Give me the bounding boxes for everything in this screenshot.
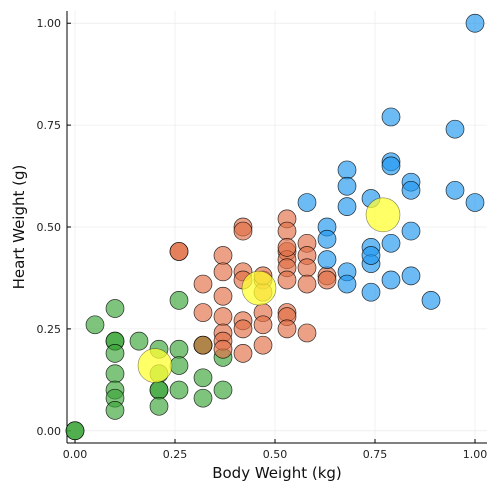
data-point-series-3: [362, 247, 380, 265]
data-point-series-2: [298, 324, 316, 342]
data-point-series-1: [150, 381, 168, 399]
data-point-series-2: [254, 316, 272, 334]
data-point-series-1: [106, 365, 124, 383]
data-point-series-1: [130, 332, 148, 350]
x-tick-label: 1.00: [463, 448, 488, 461]
data-point-series-2: [194, 336, 212, 354]
data-point-series-1: [170, 340, 188, 358]
y-tick-label: 0.50: [37, 221, 62, 234]
y-axis-label: Heart Weight (g): [10, 165, 28, 290]
data-point-series-3: [338, 275, 356, 293]
data-point-series-3: [446, 181, 464, 199]
y-tick-label: 0.00: [37, 425, 62, 438]
data-point-series-3: [382, 271, 400, 289]
data-point-series-2: [194, 304, 212, 322]
data-point-series-2: [234, 222, 252, 240]
x-axis-label: Body Weight (kg): [212, 464, 342, 482]
grid-lines: [67, 11, 487, 443]
data-point-series-1: [170, 381, 188, 399]
data-point-series-2: [214, 263, 232, 281]
data-point-series-2: [318, 271, 336, 289]
data-point-series-2: [194, 275, 212, 293]
data-point-series-2: [214, 308, 232, 326]
data-point-series-3: [382, 108, 400, 126]
y-tick-label: 0.75: [37, 119, 62, 132]
x-tick-label: 0.75: [363, 448, 388, 461]
data-point-series-2: [214, 287, 232, 305]
data-point-series-1: [194, 389, 212, 407]
tick-marks: 0.00 0.25 0.50 0.75 1.00 0.00 0.25 0.50 0.75 1.00: [37, 17, 488, 461]
data-point-series-2: [234, 320, 252, 338]
data-point-series-3: [402, 267, 420, 285]
data-point-series-2: [278, 222, 296, 240]
data-point-series-3: [446, 120, 464, 138]
data-point-series-2: [298, 275, 316, 293]
data-point-series-3: [338, 161, 356, 179]
data-point-series-3: [318, 230, 336, 248]
data-point-series-1: [170, 357, 188, 375]
data-point-series-1: [194, 369, 212, 387]
data-point-series-3: [298, 194, 316, 212]
y-tick-label: 0.25: [37, 323, 62, 336]
data-point-series-1: [106, 300, 124, 318]
data-point-series-3: [466, 194, 484, 212]
data-point-series-2: [278, 238, 296, 256]
y-tick-label: 1.00: [37, 17, 62, 30]
centroid-point: [138, 349, 172, 383]
x-tick-label: 0.00: [63, 448, 88, 461]
data-point-series-3: [382, 234, 400, 252]
data-point-series-3: [382, 157, 400, 175]
data-point-series-2: [298, 259, 316, 277]
data-point-series-1: [170, 291, 188, 309]
data-point-series-3: [466, 14, 484, 32]
data-point-series-1: [106, 344, 124, 362]
centroid-point: [242, 271, 276, 305]
data-point-series-3: [422, 291, 440, 309]
data-point-series-3: [402, 222, 420, 240]
data-point-series-1: [86, 316, 104, 334]
data-point-series-1: [214, 381, 232, 399]
data-point-series-2: [278, 320, 296, 338]
x-tick-label: 0.50: [263, 448, 288, 461]
data-point-series-2: [170, 242, 188, 260]
data-point-series-2: [214, 247, 232, 265]
data-point-series-3: [362, 283, 380, 301]
data-point-series-1: [66, 422, 84, 440]
data-point-series-1: [150, 397, 168, 415]
data-point-series-2: [214, 340, 232, 358]
data-point-series-3: [338, 198, 356, 216]
data-point-series-1: [106, 401, 124, 419]
x-tick-label: 0.25: [163, 448, 188, 461]
centroid-point: [366, 198, 400, 232]
data-point-series-3: [338, 177, 356, 195]
data-point-series-2: [254, 336, 272, 354]
data-point-series-3: [318, 251, 336, 269]
data-point-series-2: [278, 271, 296, 289]
data-point-series-3: [402, 181, 420, 199]
data-point-series-2: [234, 344, 252, 362]
